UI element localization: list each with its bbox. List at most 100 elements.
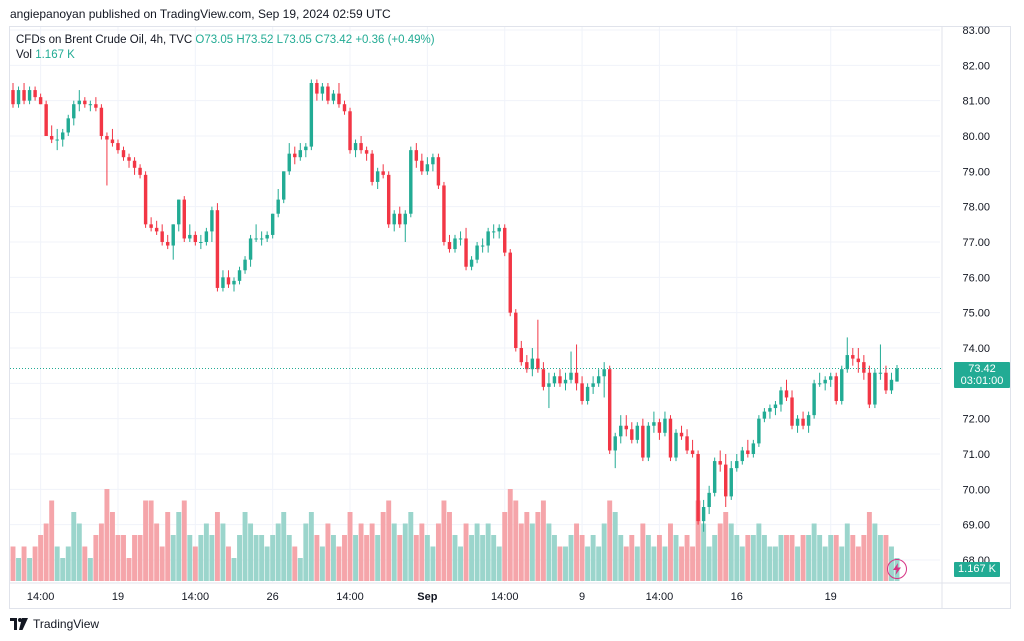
volume-tag: 1.167 K [954,562,1000,577]
volume-bar [883,535,889,581]
volume-bar [800,535,806,581]
candle-body [326,86,330,101]
candle-body [248,238,253,260]
volume-bar [187,535,193,581]
low-value: L73.05 [276,34,312,46]
candle-body [497,227,501,232]
volume-bar [734,535,740,581]
candle-body [105,136,109,140]
volume-bar [242,512,248,581]
volume-bar [728,523,734,581]
volume-bar [281,512,287,581]
volume-bar [474,523,480,581]
volume-bar [861,535,867,581]
candle-body [873,372,877,405]
volume-bar [596,546,602,581]
volume-bar [574,523,580,581]
volume-bar [739,546,745,581]
volume-bar [817,535,823,581]
candle-body [171,224,175,246]
volume-bar [132,535,138,581]
candle-body [469,259,474,267]
candle-body [707,492,711,507]
candle-body [762,411,767,419]
candle-body [856,358,861,363]
candle-body [840,369,844,401]
candle-body [204,231,209,242]
volume-bar [21,546,27,581]
candle-body [293,153,297,158]
candle-body [232,280,236,285]
candle-body [718,461,722,465]
footer-brand[interactable]: TradingView [10,617,99,631]
volume-bar [480,535,486,581]
candle-body [265,234,269,239]
volume-bar [159,546,165,581]
volume-bar [579,535,585,581]
last-price: 73.42 [968,363,996,375]
candle-body [674,432,678,458]
volume-bar [872,523,878,581]
volume-bar [347,512,353,581]
candle-body [237,270,242,281]
volume-bar [518,523,524,581]
volume-bar [308,512,314,581]
volume-bar [115,535,121,581]
candle-body [94,104,98,108]
volume-bar [364,535,370,581]
volume-bar [795,546,801,581]
volume-bar [435,523,441,581]
x-tick-label: 19 [112,591,124,603]
candle-body [751,443,756,454]
volume-bar [656,535,662,581]
candle-body [447,242,452,250]
candle-body [33,90,37,98]
volume-bar [557,546,563,581]
candle-body [480,245,485,247]
candle-body [641,425,645,458]
candle-body [353,143,358,151]
candle-body [541,369,546,387]
y-tick-label: 69.00 [962,520,990,532]
candle-body [188,234,192,239]
volume-bar [662,546,668,581]
chart-frame[interactable] [9,26,1011,609]
volume-bar [850,535,856,581]
candle-body [359,143,363,151]
volume-bar [38,535,44,581]
volume-bar [391,523,397,581]
candle-body [210,210,214,232]
candle-body [607,369,612,451]
y-tick-label: 74.00 [962,343,990,355]
candle-body [735,461,739,469]
lightning-glyph [893,563,901,575]
volume-bar [181,500,187,581]
volume-bar [601,523,607,581]
candle-body [464,238,468,267]
candle-body [558,376,562,384]
volume-bar [458,546,463,581]
volume-bar [98,523,104,581]
candle-body [828,376,833,380]
lightning-icon[interactable] [887,559,907,579]
candle-body [701,507,706,522]
volume-label: Vol [16,49,32,61]
open-value: O73.05 [195,34,234,46]
volume-bar [214,512,220,581]
volume-bar [192,546,198,581]
candle-body [287,153,291,172]
candle-body [315,83,319,94]
candle-body [99,107,104,136]
candle-body [619,425,623,437]
candle-body [646,425,651,458]
candle-body [458,238,463,240]
candle-body [149,224,153,228]
candle-body [530,358,535,370]
candle-body [817,383,822,385]
volume-bar [314,535,320,581]
candle-body [420,160,424,172]
candle-body [696,454,700,522]
candle-body [569,372,573,380]
volume-bar [27,558,33,581]
